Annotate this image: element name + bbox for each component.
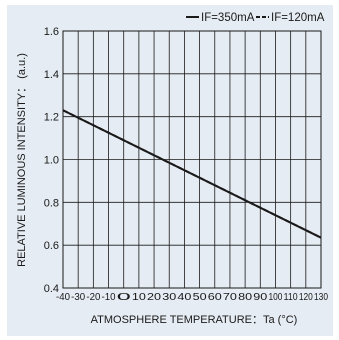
y-tick-label: 1.4 <box>44 69 59 81</box>
x-tick-label: 20 <box>147 292 162 303</box>
y-tick-label: 1.0 <box>44 155 59 167</box>
plot-frame <box>62 30 322 289</box>
x-axis-label: ATMOSPHERE TEMPERATURE：Ta (°C) <box>91 314 298 326</box>
legend-label: IF=120mA <box>271 12 325 24</box>
x-tick-label: 0 <box>117 292 132 303</box>
x-tick-label: 40 <box>177 292 192 303</box>
y-axis-label: RELATIVE LUMINOUS INTENSITY： (a.u.) <box>16 53 28 267</box>
x-tick-label: 70 <box>223 292 238 303</box>
x-tick-label: 120 <box>299 292 313 303</box>
y-tick-label: 0.6 <box>44 240 59 252</box>
grid-lines <box>63 31 321 288</box>
x-tick-label: 100 <box>268 292 282 303</box>
x-tick-label: -20 <box>86 292 100 303</box>
legend: IF=350mA IF=120mA <box>186 12 325 24</box>
series-lines <box>62 109 322 239</box>
x-tick-label: 50 <box>193 292 208 303</box>
y-tick-label: 0.8 <box>44 197 59 209</box>
x-tick-label: 130 <box>314 292 328 303</box>
x-tick-label: 60 <box>208 292 223 303</box>
y-tick-label: 0.4 <box>44 283 59 295</box>
y-tick-label: 1.6 <box>44 26 59 38</box>
y-tick-labels: 0.4 0.6 0.8 1.0 1.2 1.4 1.6 <box>44 26 59 295</box>
x-tick-labels: -40 -30 -20 -10 0 10 20 30 40 50 60 70 80 90 100 110 120… <box>56 292 328 303</box>
series-line <box>62 109 322 239</box>
x-tick-label: 110 <box>284 292 298 303</box>
legend-label: IF=350mA <box>201 12 255 24</box>
x-tick-label: -30 <box>71 292 85 303</box>
x-tick-label: 30 <box>162 292 177 303</box>
x-tick-label: 90 <box>253 292 268 303</box>
x-tick-label: -10 <box>102 292 116 303</box>
chart-panel <box>7 5 333 336</box>
y-tick-label: 1.2 <box>44 112 59 124</box>
x-tick-label: 10 <box>132 292 147 303</box>
x-tick-label: 80 <box>238 292 253 303</box>
x-tick-label: -40 <box>56 292 70 303</box>
